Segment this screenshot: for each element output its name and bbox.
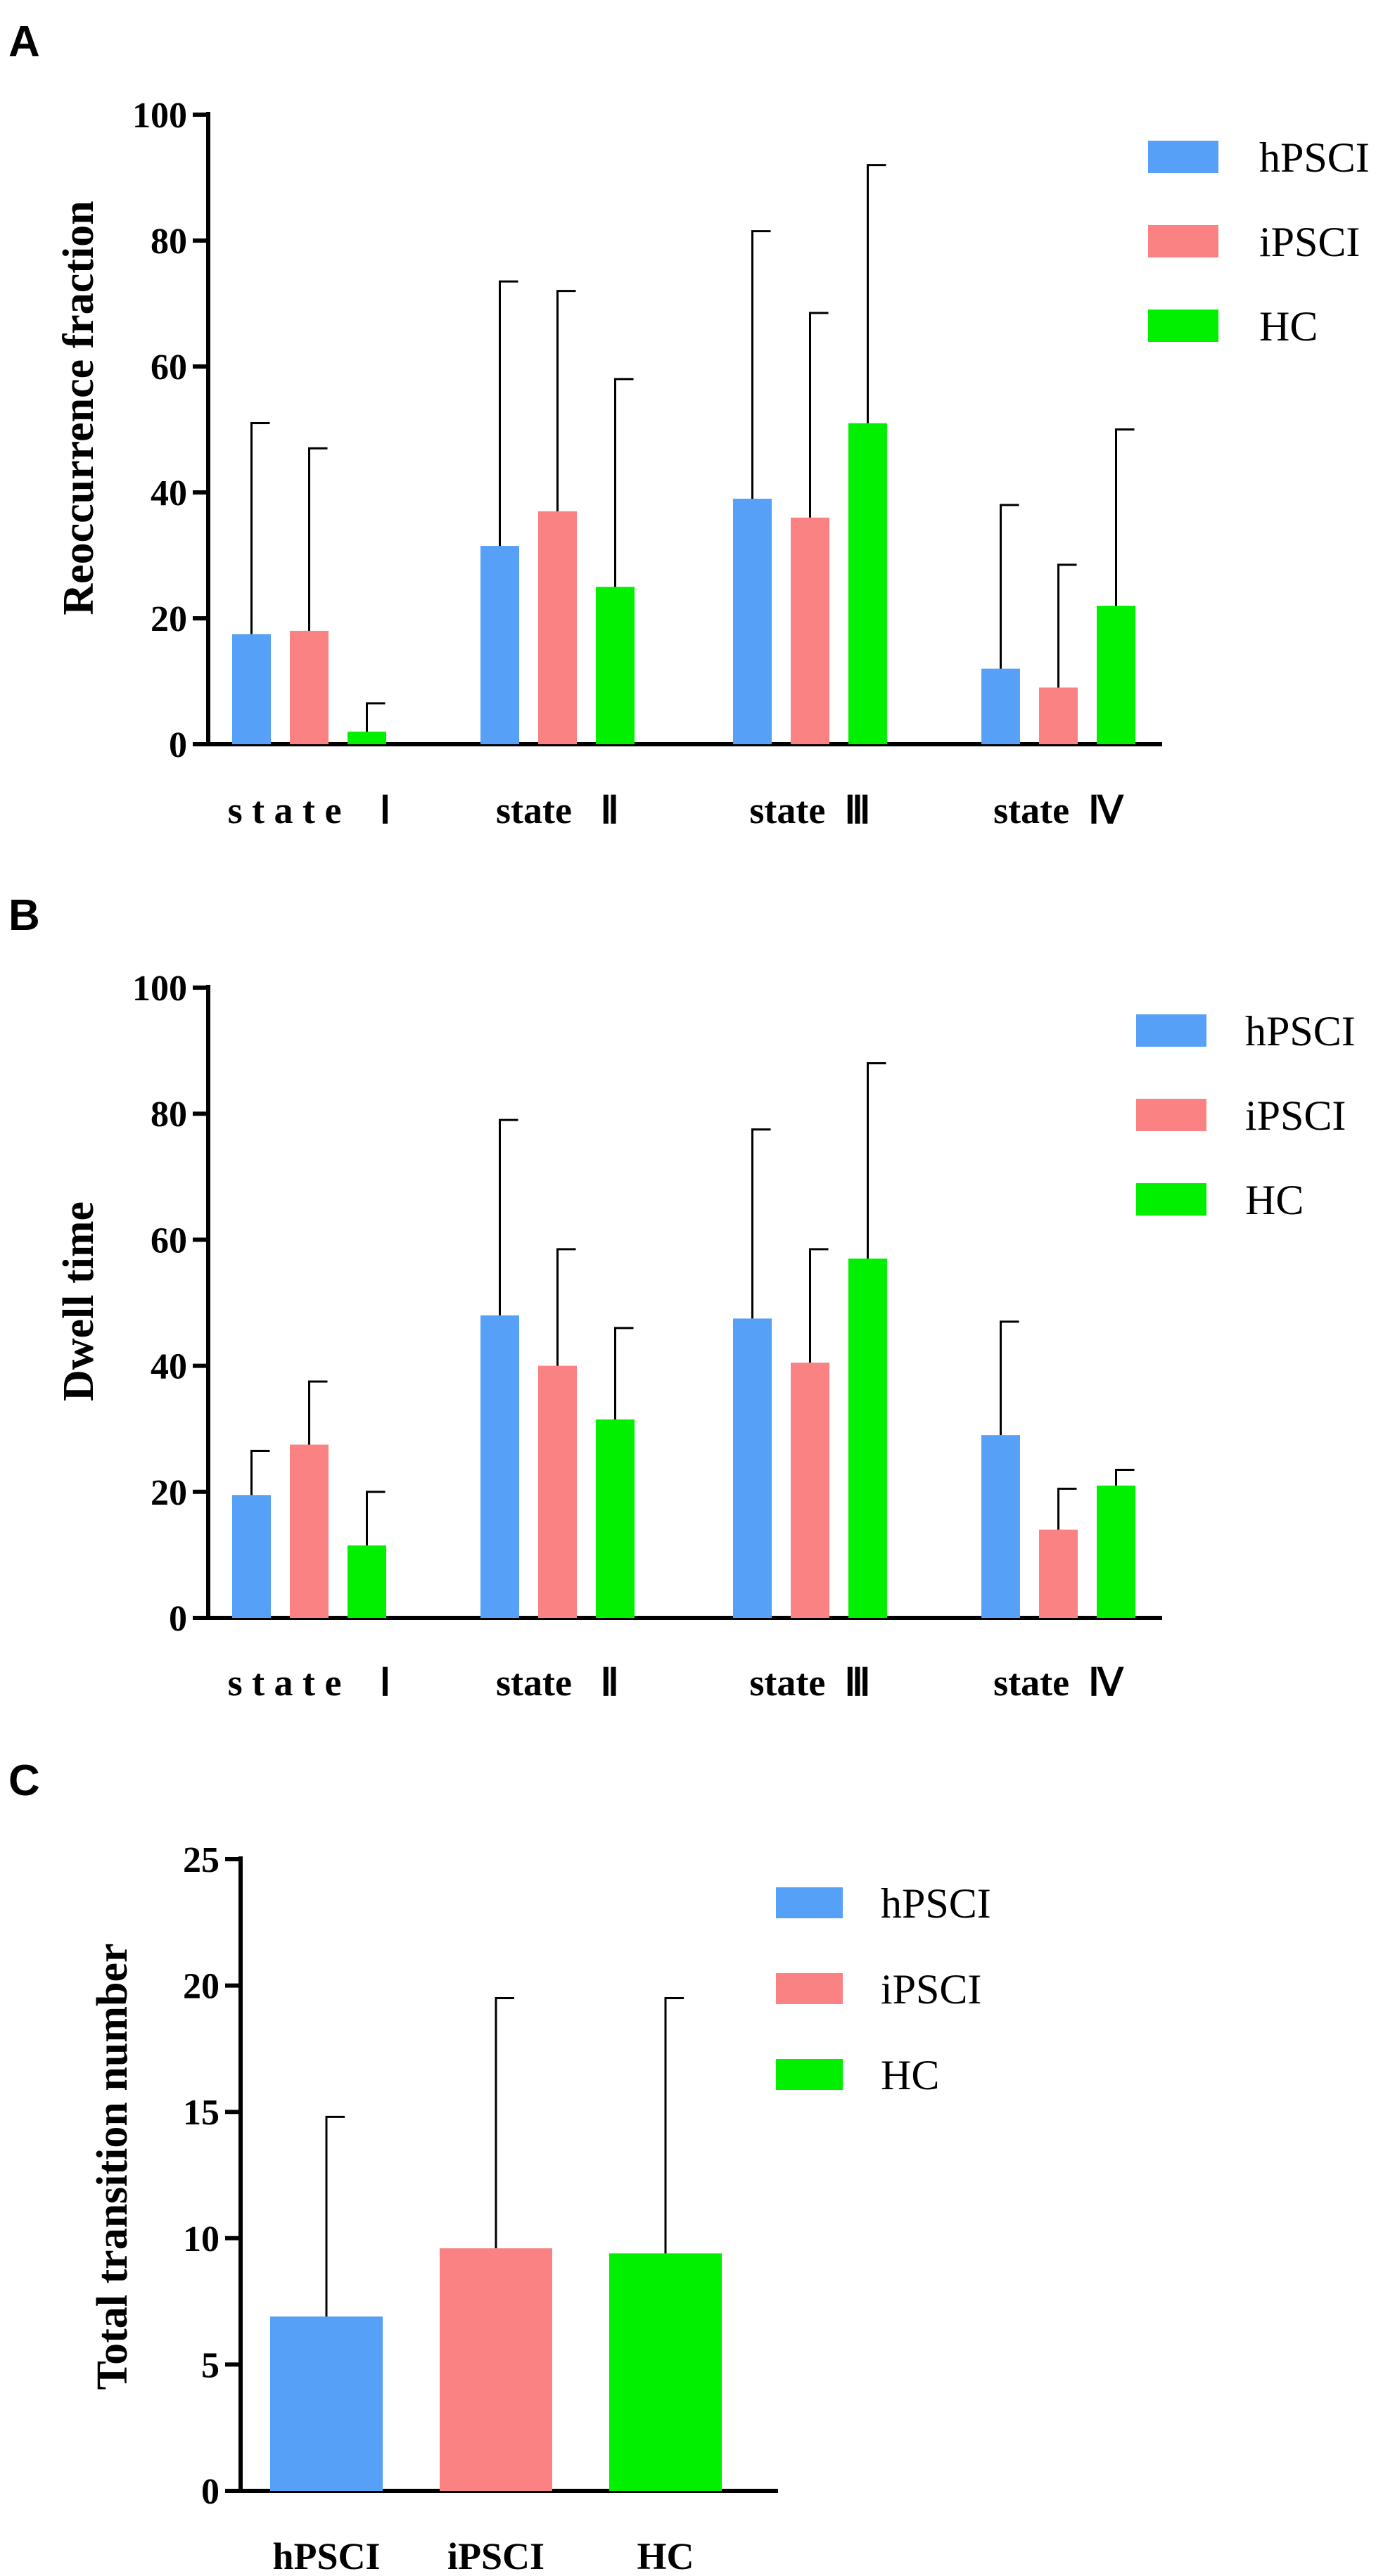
bar xyxy=(232,1495,271,1618)
x-category-label: s t a t e Ⅰ xyxy=(228,789,391,831)
bar xyxy=(348,732,386,744)
bar xyxy=(596,1419,635,1618)
bar xyxy=(270,2316,383,2491)
legend-swatch xyxy=(1136,1014,1206,1047)
x-category-label: state Ⅳ xyxy=(993,1662,1124,1704)
panel-b-chart: B Dwell time 0 20 40 60 80 100 s t a t e Ⅰ stat… xyxy=(8,891,1356,1704)
y-tick-label: 10 xyxy=(183,2219,219,2259)
bar xyxy=(791,517,829,744)
panel-a-label: A xyxy=(8,18,40,66)
legend-label: iPSCI xyxy=(881,1966,981,2013)
x-category-label: state Ⅳ xyxy=(993,789,1124,831)
bar xyxy=(1097,1485,1135,1618)
y-tick-label: 15 xyxy=(183,2093,219,2133)
y-tick-label: 25 xyxy=(183,1840,219,1880)
y-tick-label: 5 xyxy=(201,2345,219,2385)
bar xyxy=(480,1315,519,1618)
legend-swatch xyxy=(776,2059,843,2090)
bar xyxy=(596,587,635,744)
y-tick-label: 60 xyxy=(151,347,187,388)
bar xyxy=(791,1363,829,1618)
bar xyxy=(1039,687,1078,744)
bar xyxy=(440,2248,552,2491)
x-category-label: state Ⅲ xyxy=(749,789,870,831)
legend-swatch xyxy=(1148,141,1218,173)
bar xyxy=(290,630,329,744)
panel-b-label: B xyxy=(8,891,40,940)
y-tick-label: 0 xyxy=(169,725,187,765)
legend-label: HC xyxy=(1245,1177,1304,1223)
panel-c-chart: C Total transition number 0 5 10 15 20 25 hPSC… xyxy=(8,1756,991,2576)
bar xyxy=(981,668,1020,744)
bar xyxy=(848,423,887,744)
y-tick-label: 60 xyxy=(151,1220,187,1261)
legend-swatch xyxy=(1148,310,1218,342)
y-tick-label: 0 xyxy=(201,2472,219,2512)
bar xyxy=(290,1444,329,1618)
x-category-label: HC xyxy=(637,2535,694,2576)
legend-label: hPSCI xyxy=(1245,1008,1356,1054)
legend-label: HC xyxy=(881,2052,939,2098)
legend-label: iPSCI xyxy=(1259,219,1360,265)
y-tick-label: 20 xyxy=(151,599,187,639)
legend-label: iPSCI xyxy=(1245,1092,1346,1139)
bar xyxy=(1039,1529,1078,1618)
panel-b-y-axis-title: Dwell time xyxy=(55,1201,103,1401)
legend-swatch xyxy=(1148,225,1218,257)
x-category-label: iPSCI xyxy=(447,2535,544,2576)
y-tick-label: 40 xyxy=(151,1347,187,1387)
bar xyxy=(733,498,772,744)
x-category-label: state Ⅱ xyxy=(496,1662,619,1704)
panel-a-chart: A Reoccurrence fraction 0 20 40 60 80 100 s t … xyxy=(8,18,1370,831)
panel-c-y-axis-title: Total transition number xyxy=(89,1943,136,2390)
legend-swatch xyxy=(776,1973,843,2004)
bar xyxy=(848,1258,887,1618)
bar xyxy=(1097,606,1135,744)
y-tick-label: 100 xyxy=(132,96,187,136)
x-category-label: s t a t e Ⅰ xyxy=(228,1662,391,1704)
bar xyxy=(538,511,577,744)
bar xyxy=(538,1365,577,1618)
bar xyxy=(981,1435,1020,1618)
bar xyxy=(733,1318,772,1618)
x-category-label: hPSCI xyxy=(272,2535,380,2576)
bar xyxy=(348,1545,386,1618)
panel-a-y-axis-title: Reoccurrence fraction xyxy=(55,200,103,615)
legend-swatch xyxy=(1136,1183,1206,1216)
y-tick-label: 80 xyxy=(151,222,187,262)
legend-swatch xyxy=(1136,1099,1206,1131)
y-tick-label: 0 xyxy=(169,1599,187,1639)
panel-c-label: C xyxy=(8,1756,40,1805)
legend-label: hPSCI xyxy=(1259,134,1370,181)
x-category-label: state Ⅲ xyxy=(749,1662,870,1704)
y-tick-label: 100 xyxy=(132,969,187,1009)
legend-label: hPSCI xyxy=(881,1880,991,1927)
y-tick-label: 20 xyxy=(183,1967,219,2007)
y-tick-label: 80 xyxy=(151,1095,187,1135)
y-tick-label: 40 xyxy=(151,473,187,514)
legend-label: HC xyxy=(1259,303,1318,350)
bar xyxy=(480,546,519,744)
y-tick-label: 20 xyxy=(151,1473,187,1513)
bar xyxy=(609,2253,722,2491)
x-category-label: state Ⅱ xyxy=(496,789,619,831)
bar xyxy=(232,634,271,744)
legend-swatch xyxy=(776,1887,843,1918)
